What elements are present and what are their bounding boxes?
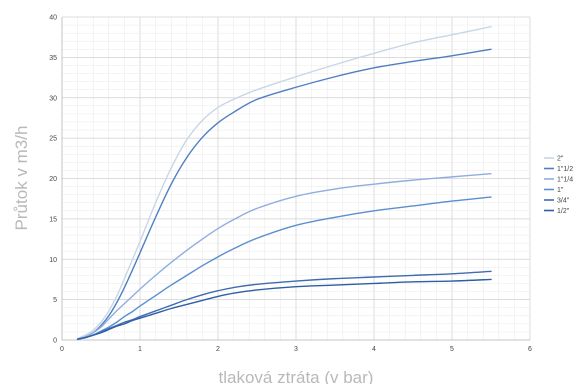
x-tick-label: 3 bbox=[294, 346, 298, 353]
series-line-4 bbox=[76, 270, 492, 340]
y-tick-label: 15 bbox=[49, 216, 57, 223]
legend-label-2: 1"1/4 bbox=[557, 177, 573, 184]
series-line-0 bbox=[76, 25, 492, 340]
x-tick-labels: 0 1 2 3 4 5 6 bbox=[60, 346, 532, 353]
x-axis-title: tlaková ztráta (v bar) bbox=[219, 368, 374, 384]
y-tick-label: 40 bbox=[49, 15, 57, 22]
series-line-5 bbox=[76, 278, 492, 340]
y-tick-label: 10 bbox=[49, 257, 57, 264]
legend-label-3: 1" bbox=[557, 187, 564, 194]
series-line-1 bbox=[76, 48, 492, 340]
y-tick-label: 25 bbox=[49, 136, 57, 143]
y-tick-label: 5 bbox=[53, 297, 57, 304]
series-line-3 bbox=[76, 196, 492, 340]
x-tick-label: 4 bbox=[372, 346, 376, 353]
x-tick-label: 6 bbox=[528, 346, 532, 353]
legend-label-4: 3/4" bbox=[557, 198, 570, 205]
x-tick-label: 5 bbox=[450, 346, 454, 353]
legend-label-5: 1/2" bbox=[557, 208, 570, 215]
x-tick-label: 1 bbox=[138, 346, 142, 353]
y-tick-label: 0 bbox=[53, 338, 57, 345]
y-tick-label: 30 bbox=[49, 95, 57, 102]
y-tick-label: 35 bbox=[49, 55, 57, 62]
legend-label-1: 1"1/2 bbox=[557, 166, 573, 173]
x-tick-label: 0 bbox=[60, 346, 64, 353]
x-tick-label: 2 bbox=[216, 346, 220, 353]
grid bbox=[61, 16, 531, 341]
legend: 2" 1"1/2 1"1/4 1" 3/4" 1/2" bbox=[544, 156, 573, 215]
series-line-2 bbox=[76, 172, 492, 340]
axes bbox=[61, 17, 530, 341]
y-tick-label: 20 bbox=[49, 176, 57, 183]
y-tick-labels: 0 5 10 15 20 25 30 35 40 bbox=[49, 15, 57, 345]
series-lines bbox=[76, 25, 492, 340]
legend-label-0: 2" bbox=[557, 156, 564, 163]
y-axis-title: Průtok v m3/h bbox=[12, 126, 31, 231]
